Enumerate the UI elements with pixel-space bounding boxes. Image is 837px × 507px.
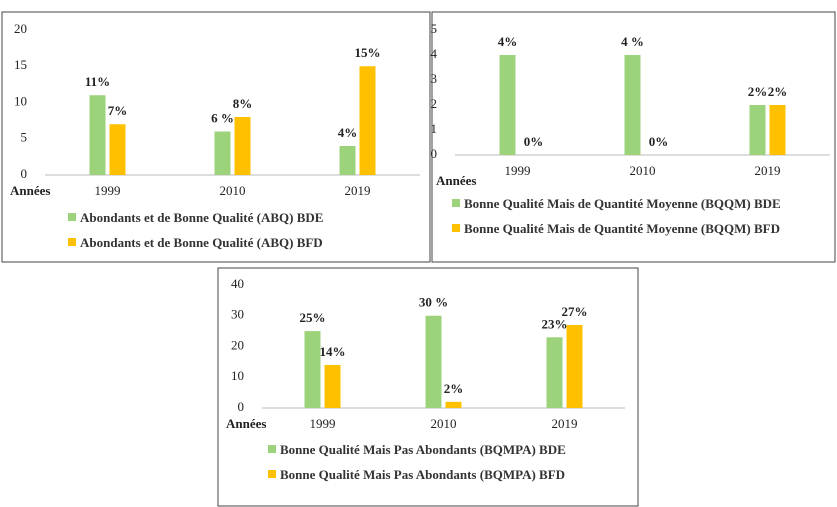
legend-swatch [68,213,76,221]
y-tick-label: 4 [431,46,438,61]
value-label: 4% [498,34,518,49]
value-label: 14% [320,344,346,359]
legend-swatch [452,224,460,232]
x-tick-label: 2010 [220,183,246,198]
legend-item: Abondants et de Bonne Qualité (ABQ) BFD [68,235,428,250]
value-label: 4 % [621,34,644,49]
y-tick-label: 0 [431,146,438,161]
value-label: 30 % [419,295,448,310]
value-label: 0% [524,134,544,149]
legend: Bonne Qualité Mais de Quantité Moyenne (… [452,196,822,246]
bar [214,131,231,175]
y-tick-label: 15 [14,57,27,72]
bar [499,55,516,155]
value-label: 7% [108,103,128,118]
bar [234,117,251,175]
x-tick-label: 1999 [505,163,531,178]
bar [359,66,376,175]
value-label: 2% [748,84,768,99]
y-tick-label: 5 [21,130,28,145]
legend-swatch [268,470,276,478]
x-tick-label: 2019 [552,416,578,431]
y-tick-label: 0 [21,166,28,181]
legend: Abondants et de Bonne Qualité (ABQ) BDE A… [68,210,428,260]
x-tick-label: 1999 [310,416,336,431]
y-tick-label: 1 [431,121,438,136]
y-tick-label: 40 [231,276,244,291]
value-label: 15% [355,45,381,60]
legend: Bonne Qualité Mais Pas Abondants (BQMPA)… [268,442,618,492]
panel-border [1,11,431,263]
value-label: 2% [768,84,788,99]
value-label: 11% [85,74,110,89]
bar [324,364,341,408]
x-axis-label: Années [436,173,476,188]
y-tick-label: 10 [14,93,27,108]
x-tick-label: 1999 [95,183,121,198]
y-tick-label: 5 [431,21,438,36]
legend-label: Abondants et de Bonne Qualité (ABQ) BFD [80,235,323,250]
bar [304,331,321,408]
legend-label: Bonne Qualité Mais de Quantité Moyenne (… [464,221,780,236]
bar [749,105,766,155]
legend-swatch [268,445,276,453]
value-label: 0% [649,134,669,149]
legend-item: Abondants et de Bonne Qualité (ABQ) BDE [68,210,428,225]
x-tick-label: 2019 [345,183,371,198]
x-tick-label: 2019 [755,163,781,178]
x-axis-label: Années [226,416,266,431]
x-axis-label: Années [10,183,50,198]
legend-item: Bonne Qualité Mais de Quantité Moyenne (… [452,221,822,236]
legend-label: Abondants et de Bonne Qualité (ABQ) BDE [80,210,324,225]
y-tick-label: 0 [238,399,245,414]
legend-swatch [452,199,460,207]
value-label: 27% [562,304,588,319]
bar [109,124,126,175]
legend-swatch [68,238,76,246]
bar [425,315,442,408]
bar [89,95,106,175]
y-tick-label: 20 [231,337,244,352]
bar [445,401,462,408]
value-label: 2% [444,381,464,396]
legend-item: Bonne Qualité Mais Pas Abondants (BQMPA)… [268,442,618,457]
value-label: 4% [338,125,358,140]
value-label: 8% [233,96,253,111]
y-tick-label: 30 [231,307,244,322]
legend-label: Bonne Qualité Mais de Quantité Moyenne (… [464,196,781,211]
y-tick-label: 10 [231,368,244,383]
panel-border [431,11,836,263]
value-label: 25% [300,310,326,325]
legend-label: Bonne Qualité Mais Pas Abondants (BQMPA)… [280,442,566,457]
bar [566,324,583,408]
legend-item: Bonne Qualité Mais de Quantité Moyenne (… [452,196,822,211]
bar [339,146,356,175]
value-label: 6 % [211,110,234,125]
x-tick-label: 2010 [630,163,656,178]
y-tick-label: 3 [431,71,438,86]
panel-border [217,267,639,507]
bar [769,105,786,155]
y-tick-label: 2 [431,96,438,111]
x-tick-label: 2010 [431,416,457,431]
y-tick-label: 20 [14,21,27,36]
legend-label: Bonne Qualité Mais Pas Abondants (BQMPA)… [280,467,566,482]
bar [546,337,563,408]
legend-item: Bonne Qualité Mais Pas Abondants (BQMPA)… [268,467,618,482]
value-label: 23% [542,316,568,331]
bar [624,55,641,155]
